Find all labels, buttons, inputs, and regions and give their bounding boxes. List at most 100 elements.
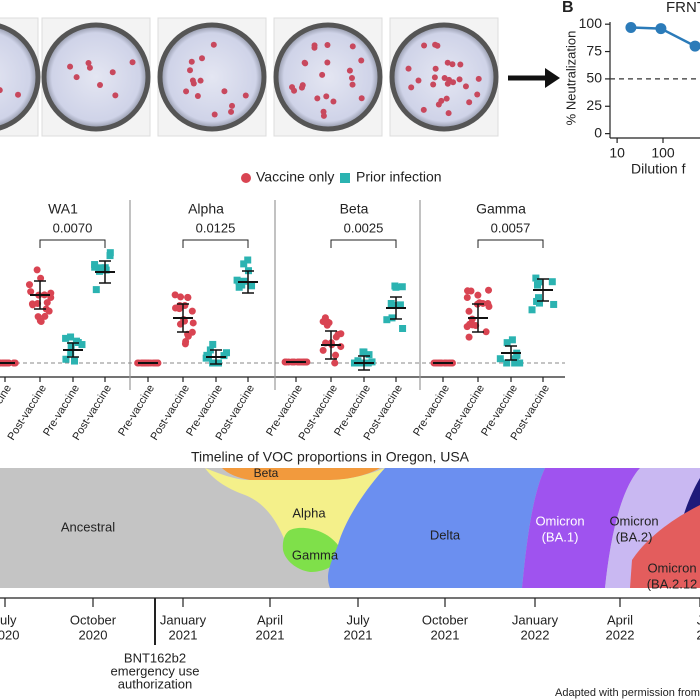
error-bar [537, 278, 549, 302]
colony [349, 43, 356, 50]
dot [503, 339, 511, 347]
p-value: 0.0057 [491, 220, 531, 235]
dot [71, 357, 79, 365]
plates [0, 17, 560, 137]
colony [349, 81, 356, 88]
dot [359, 348, 367, 356]
dot [102, 266, 110, 274]
colony [432, 65, 439, 72]
p-value: 0.0025 [344, 220, 384, 235]
y-tick-label: 50 [586, 70, 602, 86]
credit: Adapted with permission from [555, 687, 700, 699]
group-title: Beta [340, 201, 369, 217]
dot [332, 333, 340, 341]
colony [444, 59, 451, 66]
variant-label: Omicron [609, 513, 658, 528]
x-tick-label: January [160, 612, 207, 627]
legend-marker [241, 173, 251, 183]
dot [533, 297, 541, 305]
dot [215, 359, 223, 367]
data-point [655, 23, 667, 35]
dot [365, 351, 373, 359]
dot [188, 328, 196, 336]
dot [92, 286, 100, 294]
error-bar [177, 303, 189, 333]
eua-note: authorization [118, 676, 192, 691]
panel-letter: B [562, 0, 574, 16]
variant-label: (BA.2.12 [647, 576, 698, 591]
colony [187, 67, 194, 74]
x-tick-label: 2 [696, 627, 700, 642]
dot [91, 263, 99, 271]
colony [97, 82, 104, 89]
colony [85, 59, 92, 66]
colony [430, 81, 437, 88]
dot [399, 325, 407, 333]
significance-bracket [330, 239, 397, 248]
dot [474, 291, 482, 299]
colony [445, 110, 452, 117]
dot [485, 286, 493, 294]
colony [229, 102, 236, 109]
dot [513, 351, 521, 359]
y-axis-label: % Neutralization [563, 31, 578, 126]
dot [392, 283, 400, 291]
variant-label: (BA.2) [616, 529, 653, 544]
dot [204, 352, 212, 360]
timeline: Timeline of VOC proportions in Oregon, U… [0, 449, 700, 699]
dot [43, 299, 51, 307]
significance-bracket [477, 239, 544, 248]
variant-label: Beta [254, 466, 279, 480]
dot [464, 287, 472, 295]
x-tick-label: 2021 [169, 627, 198, 642]
legend-marker [340, 173, 350, 183]
significance-bracket [182, 239, 249, 248]
legend-label: Vaccine only [256, 169, 334, 185]
dot [396, 301, 404, 309]
colony [301, 59, 308, 66]
data-point [625, 21, 637, 33]
dot [387, 299, 395, 307]
colony [456, 76, 463, 83]
colony [324, 59, 331, 66]
colony [434, 42, 441, 49]
colony [289, 84, 296, 91]
colony [299, 82, 306, 89]
dot [463, 293, 471, 301]
dot [29, 301, 37, 309]
data-point [689, 40, 700, 52]
colony [420, 106, 427, 113]
y-tick-label: 75 [586, 42, 602, 58]
dot [465, 307, 473, 315]
colony [314, 95, 321, 102]
significance-bracket [39, 239, 106, 248]
dot [233, 276, 241, 284]
variant-label: Alpha [292, 505, 326, 520]
colony [67, 63, 74, 70]
group-title: Gamma [476, 201, 526, 217]
p-value: 0.0070 [53, 220, 93, 235]
colony [109, 69, 116, 76]
error-bar [390, 296, 402, 320]
dot [189, 319, 197, 327]
dot [27, 288, 35, 296]
colony [199, 55, 206, 62]
variant-label: Omicron [647, 560, 696, 575]
x-tick-label: 2021 [256, 627, 285, 642]
colony [358, 57, 365, 64]
error-bar [242, 270, 254, 294]
colony [183, 88, 190, 95]
colony [129, 59, 136, 66]
x-tick-label: 2022 [606, 627, 635, 642]
error-bar [210, 349, 222, 365]
dot [485, 302, 493, 310]
dot [466, 320, 474, 328]
dot-plots: WA10.0070Pre-vaccinePost-vaccinePre-vacc… [0, 200, 565, 443]
dot [181, 340, 189, 348]
colony [330, 98, 337, 105]
colony [346, 67, 353, 74]
colony [210, 41, 217, 48]
dot [482, 328, 490, 336]
y-tick-label: 100 [579, 15, 603, 31]
dot [368, 358, 376, 366]
